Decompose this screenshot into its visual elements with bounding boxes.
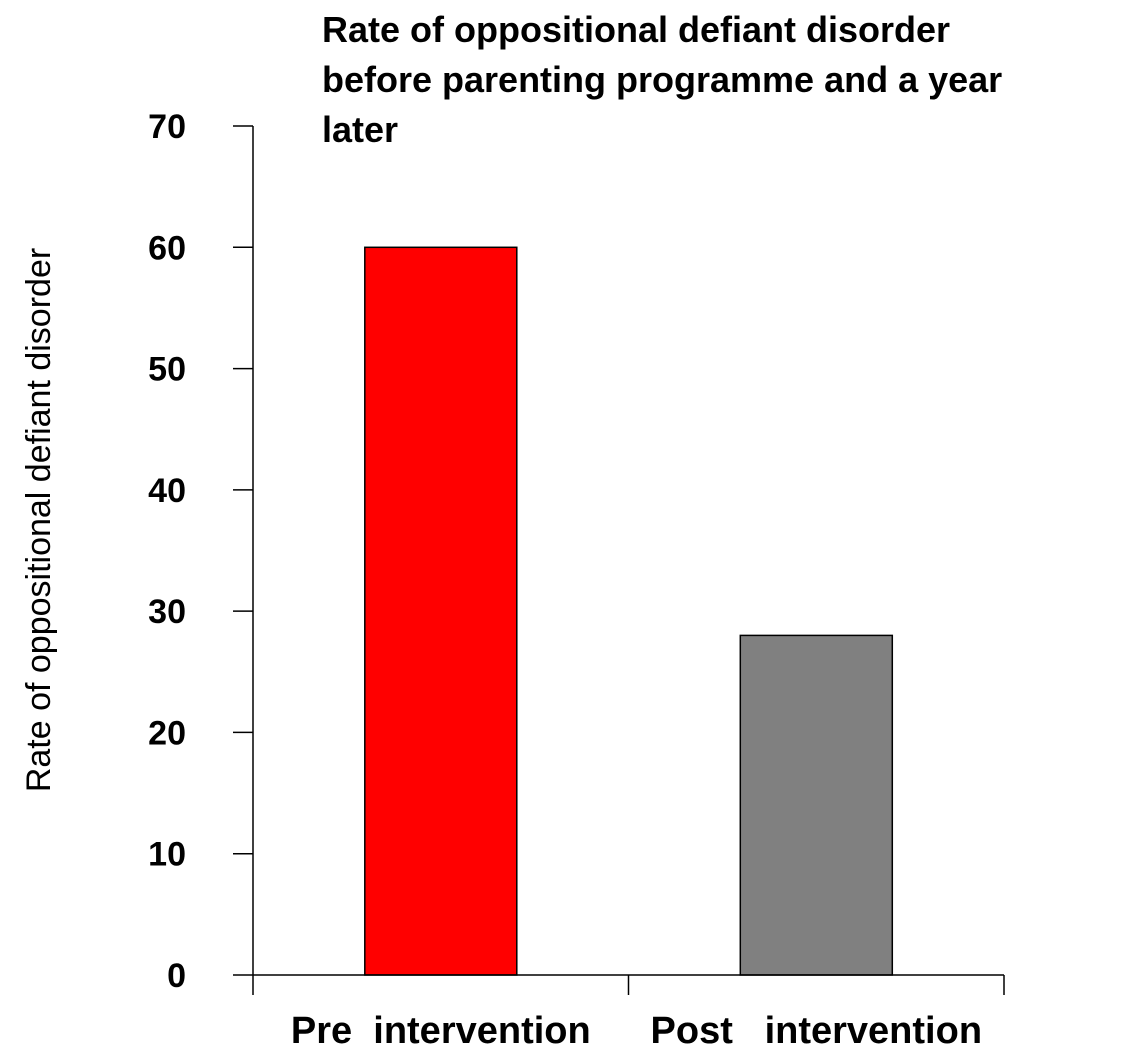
y-tick-label-0: 0 — [167, 957, 186, 995]
y-tick-label-1: 10 — [148, 836, 186, 874]
y-ticks-group: 0 10 20 30 40 50 60 70 — [148, 108, 253, 995]
y-tick-label-7: 70 — [148, 108, 186, 146]
chart-title-line-1: Rate of oppositional defiant disorder — [322, 9, 950, 50]
chart-title-line-3: later — [322, 109, 398, 150]
bars-group — [364, 246, 894, 976]
y-axis-title: Rate of oppositional defiant disorder — [20, 248, 58, 792]
y-tick-label-2: 20 — [148, 714, 186, 752]
category-label-0: Pre intervention — [291, 1010, 591, 1049]
category-label-1: Post intervention — [651, 1010, 982, 1049]
chart-title-line-2: before parenting programme and a year — [322, 59, 1002, 100]
bar-0 — [364, 246, 518, 976]
axes-group — [252, 126, 1005, 995]
y-tick-label-6: 60 — [148, 229, 186, 267]
y-tick-label-4: 40 — [148, 472, 186, 510]
x-categories-group: Pre intervention Post intervention — [291, 1010, 982, 1049]
bar-1 — [739, 634, 894, 976]
y-tick-label-3: 30 — [148, 593, 186, 631]
y-tick-label-5: 50 — [148, 351, 186, 389]
